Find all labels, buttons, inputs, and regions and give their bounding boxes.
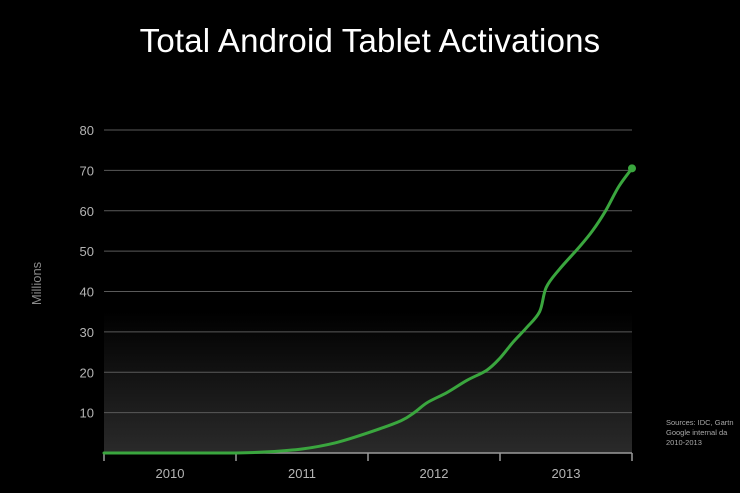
sources-line-3: 2010-2013: [666, 438, 702, 447]
y-tick-label: 30: [80, 325, 94, 340]
x-tick-label: 2013: [552, 466, 581, 481]
y-tick-label: 60: [80, 204, 94, 219]
y-tick-label: 40: [80, 285, 94, 300]
y-tick-label: 50: [80, 244, 94, 259]
sources-line-2: Google internal da: [666, 428, 728, 437]
x-tick-label: 2011: [288, 466, 316, 481]
y-tick-label: 80: [80, 123, 94, 138]
chart-title: Total Android Tablet Activations: [139, 22, 601, 59]
y-tick-labels: 10 20 30 40 50 60 70 80: [80, 123, 94, 421]
plot-lower-band: [104, 311, 632, 453]
x-tick-labels: 2010 2011 2012 2013: [156, 466, 581, 481]
y-tick-label: 10: [80, 406, 94, 421]
y-axis-label: Millions: [29, 261, 44, 305]
x-tick-label: 2012: [420, 466, 449, 481]
sources-note: Sources: IDC, Gartn Google internal da 2…: [666, 418, 740, 448]
x-tick-label: 2010: [156, 466, 185, 481]
end-point-marker: [628, 164, 636, 173]
y-tick-label: 20: [80, 365, 94, 380]
y-tick-label: 70: [80, 163, 94, 178]
sources-line-1: Sources: IDC, Gartn: [666, 418, 734, 427]
series-line: [102, 166, 634, 455]
